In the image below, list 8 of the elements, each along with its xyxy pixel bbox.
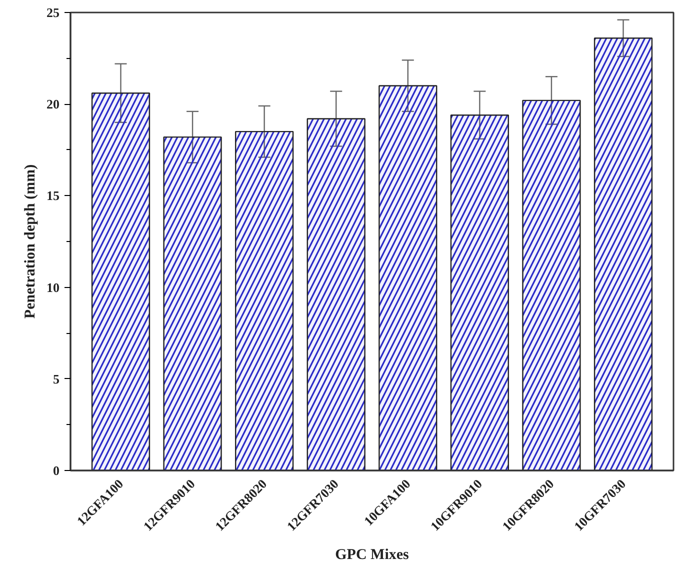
y-tick-label: 15: [46, 188, 60, 204]
y-tick-label: 25: [46, 5, 60, 20]
y-tick-label: 5: [53, 371, 60, 386]
x-axis-title: GPC Mixes: [335, 547, 410, 564]
y-tick-label: 0: [53, 463, 60, 478]
y-tick-label: 20: [46, 96, 60, 112]
y-tick-label: 10: [46, 280, 60, 295]
y-axis-title: Penetration depth (mm): [22, 164, 38, 319]
